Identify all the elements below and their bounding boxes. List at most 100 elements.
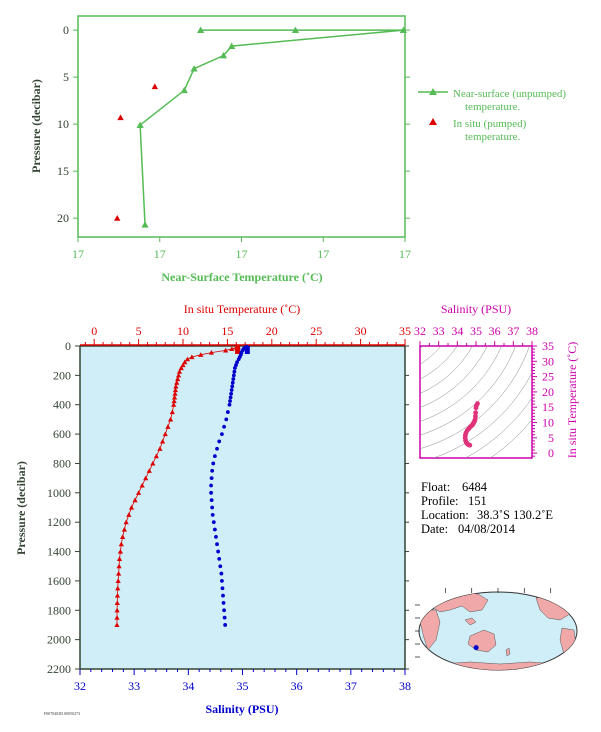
temperature-point	[165, 424, 171, 429]
temperature-tick-label: 10	[177, 324, 189, 338]
temperature-point	[171, 402, 177, 407]
salinity-point	[216, 549, 221, 554]
temperature-point	[126, 512, 132, 517]
salinity-point	[209, 498, 214, 503]
legend-near-surface-label-1: Near-surface (unpumped)	[453, 88, 566, 100]
profile-salinity-axis: 32 33 34 35 36 37 38	[74, 669, 411, 693]
temperature-point	[159, 438, 166, 444]
salinity-point	[212, 527, 217, 532]
legend-in-situ-marker	[429, 118, 437, 125]
salinity-point	[220, 586, 225, 591]
temperature-point	[146, 468, 152, 473]
ts-temperature-axis-title: In situ Temperature (˚C)	[565, 342, 579, 459]
temperature-point	[121, 526, 127, 532]
near-surface-x-tick-label: 17	[72, 247, 84, 261]
temperature-point	[198, 352, 204, 357]
salinity-point	[230, 384, 235, 389]
temperature-point	[169, 409, 175, 415]
ts-temperature-tick-label: 15	[542, 400, 554, 414]
ts-temperature-tick-label: 10	[542, 416, 554, 430]
ts-salinity-tick-label: 32	[414, 324, 426, 338]
in-situ-pumped-point	[151, 83, 159, 90]
salinity-point	[217, 556, 222, 561]
near-surface-point	[228, 42, 236, 49]
salinity-point	[236, 357, 241, 362]
temperature-point	[123, 519, 129, 525]
salinity-surface-marker	[244, 346, 250, 354]
salinity-point	[228, 399, 232, 403]
indonesia-landmass	[464, 617, 477, 626]
profile-pressure-axis-title: Pressure (decibar)	[14, 461, 28, 555]
near-surface-point	[197, 26, 205, 33]
temperature-point	[175, 372, 182, 378]
ts-temperature-tick-label: 0	[548, 446, 554, 460]
near-surface-x-tick-label: 17	[236, 247, 248, 261]
legend-near-surface-marker	[429, 88, 437, 95]
salinity-point	[214, 534, 218, 539]
temperature-point	[172, 387, 179, 393]
legend-in-situ-label-1: In situ (pumped)	[453, 118, 527, 130]
ts-temperature-tick-label: 35	[542, 339, 554, 353]
in-situ-pumped-point	[117, 114, 124, 121]
ts-salinity-axis-title: Salinity (PSU)	[441, 302, 511, 316]
salinity-point	[215, 542, 219, 547]
temperature-point	[115, 585, 121, 591]
salinity-point	[228, 395, 233, 400]
salinity-series	[209, 344, 250, 627]
temperature-point	[162, 431, 168, 437]
near-surface-point	[190, 65, 198, 72]
temperature-point	[167, 416, 174, 422]
salinity-point	[209, 476, 214, 481]
salinity-point	[212, 454, 217, 459]
temperature-surface-marker	[235, 346, 241, 354]
pressure-tick-label: 2000	[47, 633, 71, 647]
temperature-point	[114, 615, 120, 620]
ts-point	[473, 405, 479, 411]
legend-near-surface-label-2: temperature.	[465, 101, 521, 113]
near-surface-x-tick-label: 17	[317, 247, 329, 261]
near-surface-y-tick-label: 15	[57, 164, 69, 178]
salinity-point	[234, 363, 238, 367]
salinity-tick-label: 35	[237, 679, 249, 693]
map-graticule-ticks	[415, 588, 552, 658]
temperature-point	[116, 570, 122, 576]
temperature-tick-label: 35	[399, 324, 411, 338]
south-america-landmass	[559, 627, 577, 663]
ts-point	[467, 442, 473, 448]
near-surface-series	[114, 26, 407, 228]
temperature-point	[178, 365, 184, 371]
near-surface-y-tick-label: 5	[63, 70, 69, 84]
date-label: Date:	[421, 522, 448, 536]
ts-salinity-tick-label: 35	[470, 324, 482, 338]
legend-in-situ-label-2: temperature.	[465, 131, 521, 143]
temperature-point	[150, 460, 156, 466]
ts-temperature-tick-label: 25	[542, 370, 554, 384]
temperature-point	[208, 350, 215, 355]
near-surface-y-axis-title: Pressure (decibar)	[29, 79, 43, 173]
temperature-point	[182, 359, 188, 365]
temperature-point	[139, 482, 145, 488]
near-surface-y-axis: 0 5 10 15 20	[57, 23, 410, 225]
salinity-point	[232, 369, 237, 374]
new-zealand-landmass	[505, 647, 511, 657]
temperature-tick-label: 5	[136, 324, 142, 338]
temperature-point	[171, 398, 177, 404]
density-contour	[420, 346, 424, 349]
temperature-point	[143, 475, 149, 481]
temperature-tick-label: 20	[266, 324, 278, 338]
salinity-point	[211, 520, 216, 525]
ts-salinity-tick-label: 37	[507, 324, 519, 338]
temperature-tick-label: 30	[355, 324, 367, 338]
location-label: Location:	[421, 508, 469, 522]
salinity-point	[211, 461, 216, 466]
ts-temperature-tick-label: 20	[542, 385, 554, 399]
salinity-point	[215, 446, 219, 451]
world-map	[415, 588, 578, 671]
pressure-tick-label: 400	[53, 398, 71, 412]
temperature-point	[117, 548, 124, 554]
ts-point	[473, 410, 479, 416]
salinity-point	[221, 601, 226, 605]
salinity-point	[222, 608, 226, 613]
profile-panel: 0 5 10 15 20 25 30 35 32 33 34 35 36 37 38 0 200 400 600…	[14, 302, 411, 716]
salinity-tick-label: 38	[399, 679, 411, 693]
